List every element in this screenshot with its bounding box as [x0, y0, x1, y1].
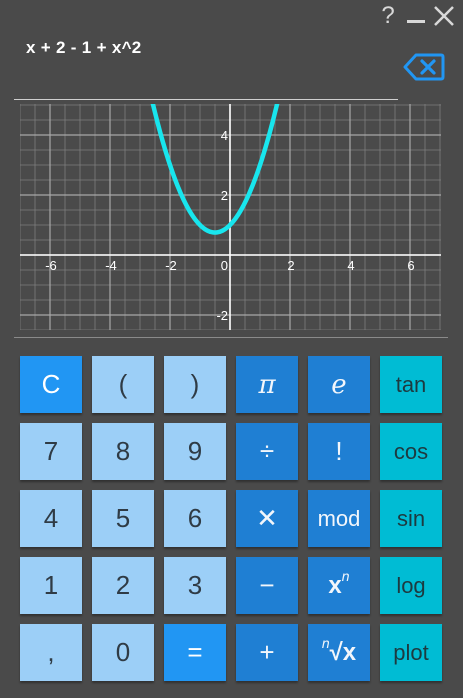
digit-6-button[interactable]: 6 — [164, 490, 226, 547]
root-body-label: √x — [329, 638, 357, 666]
factorial-button[interactable]: ! — [308, 423, 370, 480]
digit-1-button[interactable]: 1 — [20, 557, 82, 614]
minus-button[interactable]: − — [236, 557, 298, 614]
digit-7-button[interactable]: 7 — [20, 423, 82, 480]
x-tick-label: 4 — [347, 258, 354, 273]
minimize-button[interactable] — [405, 4, 427, 28]
x-tick-label: 6 — [407, 258, 414, 273]
y-tick-label: 4 — [221, 128, 228, 143]
help-icon: ? — [381, 2, 395, 29]
expression-display: x + 2 - 1 + x^2 — [26, 38, 142, 57]
nth-root-button[interactable]: n √x — [308, 624, 370, 681]
clear-button[interactable]: C — [20, 356, 82, 413]
digit-8-button[interactable]: 8 — [92, 423, 154, 480]
right-paren-button[interactable]: ) — [164, 356, 226, 413]
digit-4-button[interactable]: 4 — [20, 490, 82, 547]
digit-3-button[interactable]: 3 — [164, 557, 226, 614]
x-tick-label: -4 — [105, 258, 117, 273]
display-divider — [14, 99, 398, 100]
plot-button[interactable]: plot — [380, 624, 442, 681]
minimize-icon — [407, 20, 425, 23]
sin-button[interactable]: sin — [380, 490, 442, 547]
plot-curve — [150, 104, 280, 235]
close-icon — [434, 6, 454, 26]
help-button[interactable]: ? — [377, 2, 399, 29]
digit-0-button[interactable]: 0 — [92, 624, 154, 681]
keypad: C ( ) π e tan 7 8 9 ÷ ! cos 4 5 6 ✕ mod … — [20, 356, 442, 681]
x-tick-label: 0 — [221, 258, 228, 273]
digit-9-button[interactable]: 9 — [164, 423, 226, 480]
digit-2-button[interactable]: 2 — [92, 557, 154, 614]
y-tick-label: -2 — [216, 308, 228, 323]
function-graph[interactable]: -6 -4 -2 0 2 4 6 4 2 -2 — [20, 104, 441, 330]
root-index-label: n — [321, 634, 330, 651]
multiply-button[interactable]: ✕ — [236, 490, 298, 547]
x-tick-label: -2 — [165, 258, 177, 273]
divide-button[interactable]: ÷ — [236, 423, 298, 480]
mod-button[interactable]: mod — [308, 490, 370, 547]
left-paren-button[interactable]: ( — [92, 356, 154, 413]
digit-5-button[interactable]: 5 — [92, 490, 154, 547]
backspace-button[interactable] — [403, 52, 445, 82]
comma-button[interactable]: , — [20, 624, 82, 681]
pi-button[interactable]: π — [236, 356, 298, 413]
backspace-icon — [403, 53, 445, 81]
plus-button[interactable]: + — [236, 624, 298, 681]
x-tick-label: 2 — [287, 258, 294, 273]
equals-button[interactable]: = — [164, 624, 226, 681]
power-base-label: x — [328, 571, 342, 599]
close-button[interactable] — [433, 4, 455, 28]
log-button[interactable]: log — [380, 557, 442, 614]
y-tick-label: 2 — [221, 188, 228, 203]
window-controls: ? — [377, 2, 455, 29]
e-button[interactable]: e — [308, 356, 370, 413]
x-tick-label: -6 — [45, 258, 57, 273]
graph-divider — [14, 337, 448, 338]
cos-button[interactable]: cos — [380, 423, 442, 480]
power-exponent-label: n — [341, 567, 350, 584]
tan-button[interactable]: tan — [380, 356, 442, 413]
